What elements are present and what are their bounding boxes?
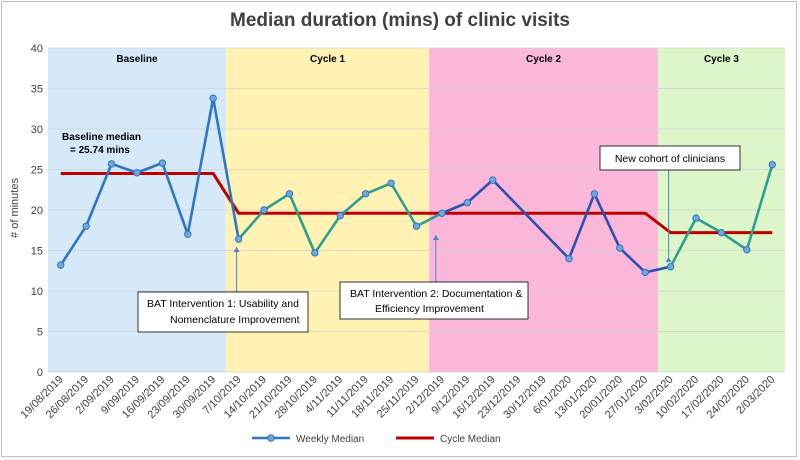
intervention1-line1: BAT Intervention 1: Usability and (147, 298, 299, 310)
y-tick-label: 5 (37, 327, 43, 339)
weekly-median-point (666, 263, 675, 271)
y-tick-label: 0 (37, 367, 43, 379)
intervention1-line2: Nomenclature Improvement (170, 314, 300, 326)
weekly-median-point (438, 209, 446, 217)
weekly-median-point (311, 249, 319, 257)
new-cohort-arrow-head (665, 257, 672, 262)
weekly-median-segment (313, 214, 342, 254)
weekly-median-point (209, 94, 217, 102)
weekly-median-segment (618, 247, 647, 274)
weekly-median-point (387, 179, 395, 187)
intervention1-arrow-head (233, 247, 240, 252)
weekly-median-segment (186, 97, 215, 235)
weekly-median-point (489, 176, 497, 184)
weekly-median-segment (720, 231, 748, 251)
weekly-median-point (336, 211, 344, 220)
weekly-median-segment (745, 164, 774, 251)
legend-weekly-label: Weekly Median (296, 434, 364, 445)
weekly-median-point (743, 245, 751, 254)
phase-label: Cycle 3 (704, 54, 739, 65)
weekly-median-point (590, 190, 599, 198)
weekly-median-segment (415, 212, 443, 228)
new-cohort-box (599, 145, 741, 171)
weekly-median-point (107, 160, 116, 168)
weekly-median-segment (695, 216, 723, 234)
weekly-median-segment (593, 193, 621, 249)
intervention2-line1: BAT Intervention 2: Documentation & (350, 288, 522, 300)
weekly-median-segment (136, 161, 163, 174)
weekly-median-point (184, 230, 192, 239)
legend-cycle-label: Cycle Median (440, 434, 501, 445)
weekly-median-point (768, 160, 776, 169)
weekly-median-segment (389, 182, 418, 227)
weekly-median-point (82, 222, 90, 230)
weekly-median-segment (669, 217, 698, 268)
weekly-median-point (412, 222, 421, 230)
baseline-median-label: Baseline median (62, 132, 141, 143)
weekly-median-segment (339, 192, 367, 217)
weekly-median-segment (491, 179, 570, 260)
weekly-median-segment (365, 182, 392, 196)
weekly-median-point (641, 268, 649, 277)
chart-title: Median duration (mins) of clinic visits (230, 10, 570, 31)
weekly-median-point (285, 190, 294, 198)
y-tick-label: 30 (31, 124, 43, 136)
weekly-median-segment (644, 265, 671, 274)
phase-label: Baseline (116, 54, 158, 65)
weekly-median-segment (211, 97, 240, 240)
weekly-median-segment (466, 179, 494, 204)
intervention2-arrow-head (432, 235, 439, 240)
weekly-median-point (57, 261, 65, 269)
weekly-median-segment (288, 193, 317, 254)
intervention2-box (339, 281, 529, 320)
baseline-median-value: = 25.74 mins (70, 145, 130, 156)
weekly-median-point (133, 169, 141, 177)
weekly-median-segment (161, 162, 190, 235)
weekly-median-point (616, 244, 624, 252)
cycle-median-line (60, 172, 773, 235)
weekly-median-segment (111, 162, 138, 174)
weekly-median-point (717, 228, 726, 237)
legend-weekly-marker (267, 434, 275, 442)
weekly-median-segment (441, 201, 468, 215)
intervention2-line2: Efficiency Improvement (375, 303, 484, 315)
y-axis-label: # of minutes (9, 178, 21, 238)
weekly-median-point (463, 199, 472, 207)
phase-label: Cycle 1 (310, 54, 345, 65)
weekly-median-segment (263, 192, 291, 212)
y-tick-label: 20 (31, 205, 43, 217)
weekly-median-segment (84, 163, 113, 227)
y-tick-label: 10 (31, 286, 43, 298)
weekly-median-segment (59, 225, 88, 266)
weekly-median-segment (237, 209, 265, 241)
phase-label: Cycle 2 (526, 54, 561, 65)
y-tick-label: 35 (31, 84, 43, 96)
y-tick-label: 40 (31, 43, 43, 55)
weekly-median-point (361, 190, 370, 198)
weekly-median-point (158, 159, 167, 167)
weekly-median-point (260, 206, 268, 214)
intervention1-box (137, 291, 309, 333)
new-cohort-label: New cohort of clinicians (615, 153, 725, 165)
weekly-median-point (565, 254, 573, 263)
weekly-median-point (234, 235, 243, 243)
weekly-median-segment (567, 193, 596, 260)
y-tick-label: 15 (31, 246, 43, 258)
weekly-median-point (692, 214, 700, 222)
y-tick-label: 25 (31, 165, 43, 177)
